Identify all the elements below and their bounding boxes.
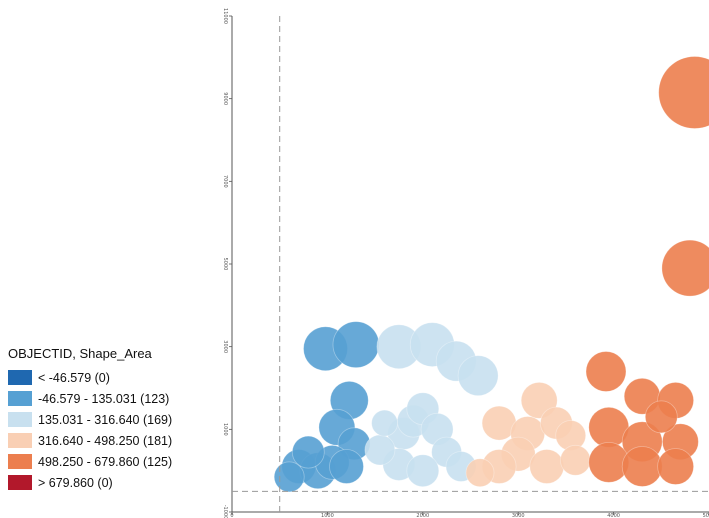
bubble-point bbox=[644, 400, 678, 434]
x-tick-label: 0 bbox=[230, 513, 233, 518]
legend-label: > 679.860 (0) bbox=[38, 475, 113, 490]
legend-label: 316.640 - 498.250 (181) bbox=[38, 433, 173, 448]
bubble-point bbox=[364, 434, 396, 466]
bubble-point bbox=[657, 448, 694, 485]
bubble-point bbox=[332, 321, 380, 369]
y-tick-label: 1000 bbox=[222, 423, 228, 436]
bubble-point bbox=[465, 458, 495, 488]
legend-entry: 135.031 - 316.640 (169) bbox=[8, 409, 208, 430]
legend-label: 498.250 - 679.860 (125) bbox=[38, 454, 173, 469]
x-tick-label: 4000 bbox=[607, 513, 620, 518]
legend-entry: -46.579 - 135.031 (123) bbox=[8, 388, 208, 409]
bubble-point bbox=[585, 351, 627, 392]
y-tick-label: 11000 bbox=[222, 8, 228, 24]
bubble-point bbox=[329, 449, 364, 484]
bubble-point bbox=[291, 435, 325, 469]
legend-label: < -46.579 (0) bbox=[38, 370, 110, 385]
y-tick-label: 5000 bbox=[222, 258, 228, 271]
legend: OBJECTID, Shape_Area < -46.579 (0) -46.5… bbox=[8, 346, 208, 493]
bubble-point bbox=[371, 409, 399, 437]
bubble-point bbox=[457, 355, 499, 397]
legend-entry: > 679.860 (0) bbox=[8, 472, 208, 493]
bubble-point bbox=[406, 454, 440, 488]
legend-label: 135.031 - 316.640 (169) bbox=[38, 412, 173, 427]
bubble-point bbox=[658, 56, 709, 129]
y-tick-label: 3000 bbox=[222, 340, 228, 353]
legend-swatch bbox=[8, 370, 32, 385]
legend-swatch bbox=[8, 391, 32, 406]
legend-label: -46.579 - 135.031 (123) bbox=[38, 391, 170, 406]
y-tick-label: 7000 bbox=[222, 175, 228, 188]
legend-swatch bbox=[8, 433, 32, 448]
legend-entry: < -46.579 (0) bbox=[8, 367, 208, 388]
bubble-point bbox=[621, 446, 663, 487]
x-tick-label: 2000 bbox=[416, 513, 429, 518]
bubble-point bbox=[273, 461, 305, 493]
legend-swatch bbox=[8, 475, 32, 490]
legend-swatch bbox=[8, 454, 32, 469]
legend-swatch bbox=[8, 412, 32, 427]
y-tick-label: -1000 bbox=[222, 505, 228, 518]
bubble-layer bbox=[273, 56, 709, 493]
legend-entry: 316.640 - 498.250 (181) bbox=[8, 430, 208, 451]
x-tick-label: 1000 bbox=[321, 513, 334, 518]
x-tick-label: 5000 bbox=[703, 513, 709, 518]
bubble-point bbox=[529, 449, 565, 484]
legend-entry: 498.250 - 679.860 (125) bbox=[8, 451, 208, 472]
legend-title: OBJECTID, Shape_Area bbox=[8, 346, 152, 361]
y-tick-label: 9000 bbox=[222, 92, 228, 105]
bubble-point bbox=[560, 444, 591, 476]
axes: -1000 1000 3000 5000 7000 9000 11000 0 1000 2000 3… bbox=[222, 8, 709, 518]
bubble-point bbox=[661, 239, 709, 297]
x-tick-label: 3000 bbox=[512, 513, 525, 518]
